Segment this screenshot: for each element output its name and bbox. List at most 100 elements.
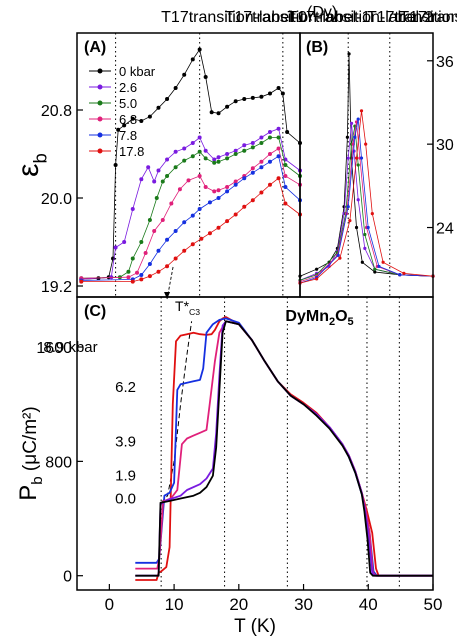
marker-a-3-3: [143, 251, 148, 255]
marker-a-1-6: [146, 165, 151, 170]
marker-a-2-9: [173, 165, 178, 170]
marker-b-5-7: [370, 212, 374, 216]
series-c-4: [135, 320, 433, 577]
svg-text:T17transition-label-3: T17transition-label-3: [367, 9, 457, 26]
xlabel-c: T (K): [234, 616, 276, 636]
legend-label-5: 17.8: [119, 144, 144, 159]
legend-marker-2: [97, 100, 103, 106]
marker-a-3-1: [126, 275, 131, 280]
series-a-1: [81, 128, 301, 280]
marker-a-3-18: [267, 152, 272, 156]
legend-label-0: 0 kbar: [119, 64, 156, 79]
marker-b-0-5: [345, 135, 349, 139]
ytick-label-b-2: 36: [436, 54, 454, 71]
marker-a-3-12: [216, 188, 221, 193]
marker-a-4-16: [259, 165, 264, 170]
annotation-label: T*C3: [175, 298, 200, 317]
marker-b-5-3: [348, 218, 352, 223]
series-c-0: [135, 316, 433, 581]
legend-label-2: 5.0: [119, 96, 137, 111]
marker-a-4-2: [139, 273, 144, 277]
marker-a-0-19: [225, 104, 230, 109]
marker-a-1-10: [173, 149, 178, 154]
marker-a-4-4: [156, 248, 161, 253]
marker-a-5-9: [199, 236, 204, 241]
marker-b-1-8: [356, 198, 360, 202]
marker-a-1-9: [165, 157, 170, 162]
ytick-label-b-1: 30: [436, 137, 454, 154]
marker-a-3-16: [250, 166, 255, 171]
marker-a-1-3: [122, 240, 127, 244]
marker-b-5-9: [402, 271, 406, 275]
marker-a-5-19: [283, 201, 288, 206]
xtick-label-c-5: 50: [424, 595, 443, 614]
svg-text:T17transition-label-0(Dy): T17transition-label-0(Dy): [161, 4, 337, 26]
legend-label-4: 7.8: [119, 128, 137, 143]
marker-a-5-10: [207, 231, 212, 236]
marker-a-1-13: [197, 135, 202, 140]
marker-a-5-18: [276, 176, 281, 181]
marker-a-3-20: [283, 174, 288, 178]
ylabel-a: εb: [12, 153, 50, 177]
marker-a-5-14: [242, 204, 247, 209]
marker-a-2-17: [233, 152, 238, 156]
marker-a-4-13: [233, 182, 238, 187]
marker-b-0-8: [354, 225, 359, 230]
marker-a-0-22: [250, 95, 255, 100]
series-b-5: [299, 110, 434, 284]
marker-a-4-8: [190, 213, 195, 218]
series-label-c-3: 1.9: [115, 468, 136, 485]
marker-a-0-7: [130, 116, 135, 121]
marker-a-3-5: [160, 218, 165, 222]
marker-a-1-17: [225, 152, 230, 156]
marker-a-4-17: [267, 159, 272, 164]
marker-a-0-27: [285, 130, 290, 134]
xtick-label-c-4: 40: [359, 595, 378, 614]
xtick-label-c-2: 20: [229, 595, 248, 614]
series-label-c-4: 0.0: [115, 491, 136, 508]
marker-a-1-14: [203, 148, 208, 153]
series-c-2: [135, 320, 433, 577]
xtick-label-c-3: 30: [294, 595, 313, 614]
marker-a-1-19: [242, 143, 247, 148]
panel-label-c: (C): [84, 303, 106, 320]
marker-a-1-18: [233, 148, 238, 153]
marker-b-1-6: [349, 121, 354, 125]
marker-a-2-3: [130, 256, 135, 261]
marker-a-1-15: [212, 157, 217, 162]
marker-b-2-7: [363, 232, 367, 237]
marker-a-0-14: [190, 57, 195, 62]
marker-a-0-21: [242, 97, 247, 101]
marker-b-0-6: [347, 52, 351, 56]
marker-a-2-4: [139, 240, 144, 244]
marker-a-5-2: [139, 277, 144, 282]
marker-a-0-25: [276, 86, 281, 90]
panel-b-frame: [299, 32, 434, 298]
series-c-1: [135, 317, 433, 577]
marker-b-5-1: [315, 277, 319, 281]
ytick-label-c-1: 800: [45, 454, 72, 471]
marker-a-2-7: [160, 179, 165, 184]
marker-a-0-26: [280, 91, 285, 96]
marker-a-1-16: [216, 155, 221, 160]
marker-b-4-4: [353, 135, 357, 139]
marker-a-5-5: [165, 264, 170, 269]
marker-b-2-8: [373, 267, 377, 271]
marker-a-0-12: [173, 86, 178, 90]
marker-a-0-15: [197, 47, 202, 52]
marker-a-3-11: [212, 189, 217, 194]
marker-b-1-9: [363, 246, 367, 250]
panel-label-b: (B): [306, 39, 328, 56]
svg-text:T17transition-label-1: T17transition-label-1: [225, 9, 371, 26]
annotation-arrowhead: [164, 292, 171, 299]
marker-b-4-6: [359, 156, 364, 160]
marker-a-1-21: [259, 135, 264, 140]
ylabel-c: Pb (μC/m²): [15, 406, 46, 500]
marker-a-2-15: [216, 159, 221, 164]
marker-a-4-10: [207, 200, 212, 205]
marker-a-2-8: [165, 174, 170, 178]
svg-text:T17transition-label-4: T17transition-label-4: [399, 9, 457, 26]
marker-a-5-17: [267, 182, 272, 187]
marker-a-0-4: [113, 163, 118, 167]
